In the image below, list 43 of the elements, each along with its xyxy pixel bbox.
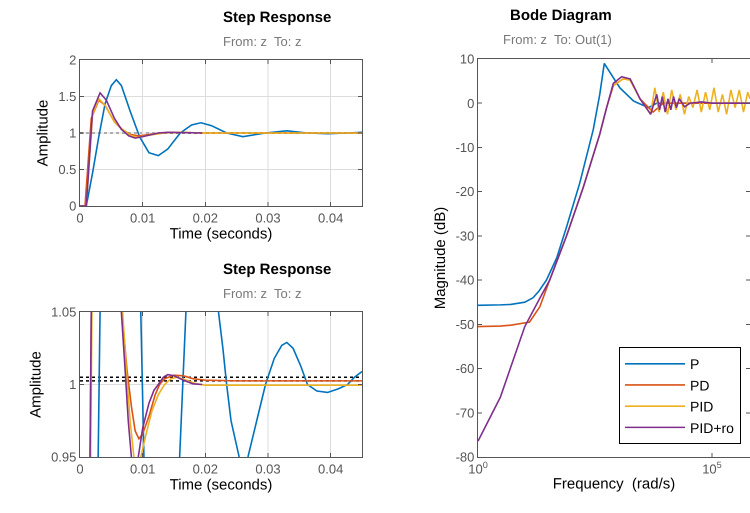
- legend-label: PD: [690, 377, 710, 394]
- x-tick-label: 0.02: [192, 462, 218, 477]
- chart-title: Bode Diagram: [510, 7, 612, 24]
- y-tick-label: 1.5: [58, 89, 76, 104]
- x-tick-label: 0.01: [130, 210, 156, 226]
- chart-subtitle: From: z To: z: [223, 286, 302, 301]
- x-tick-label: 0.02: [192, 210, 218, 226]
- y-tick-label: 0: [467, 96, 474, 111]
- y-tick-label: -40: [456, 272, 474, 288]
- y-axis-title: Amplitude: [27, 351, 44, 418]
- y-tick-label: 1: [69, 126, 76, 141]
- y-tick-label: 0: [69, 198, 76, 214]
- y-tick-label: 1.05: [51, 304, 76, 320]
- chart-title: Step Response: [223, 9, 332, 26]
- legend-label: P: [690, 356, 700, 372]
- x-tick-label: 0.03: [255, 210, 281, 226]
- y-tick-label: 1: [69, 377, 76, 392]
- x-axis-title: Time (seconds): [170, 476, 272, 494]
- y-tick-label: -30: [456, 228, 474, 244]
- y-tick-label: 2: [69, 52, 76, 68]
- x-tick-label: 0.01: [130, 462, 156, 477]
- y-tick-label: -60: [456, 361, 474, 376]
- line-series: [80, 92, 203, 206]
- x-axis-title: Time (seconds): [170, 226, 272, 243]
- x-tick-label: 10$^{5}$: [702, 460, 722, 477]
- y-tick-label: 0.5: [58, 162, 76, 178]
- chart-subtitle: From: z To: z: [223, 34, 302, 49]
- legend-label: PID: [690, 398, 714, 415]
- y-tick-label: 0.95: [51, 450, 76, 465]
- y-axis-title: Amplitude: [34, 100, 52, 166]
- x-axis-title: Frequency (rad/s): [552, 476, 676, 493]
- chart-title: Step Response: [223, 261, 332, 278]
- x-tick-label: 0.04: [318, 462, 344, 477]
- x-tick-label: 0.03: [255, 462, 281, 477]
- chart-subtitle: From: z To: Out(1): [503, 32, 612, 47]
- y-tick-label: -20: [456, 184, 474, 200]
- legend-label: PID+ro: [690, 420, 734, 436]
- x-tick-label: 0.04: [318, 210, 344, 226]
- y-axis-title: Magnitude (dB): [432, 206, 449, 310]
- y-tick-label: -50: [456, 316, 474, 332]
- y-tick-label: 10: [460, 52, 474, 67]
- y-tick-label: -10: [456, 140, 474, 155]
- y-tick-label: -70: [456, 405, 474, 420]
